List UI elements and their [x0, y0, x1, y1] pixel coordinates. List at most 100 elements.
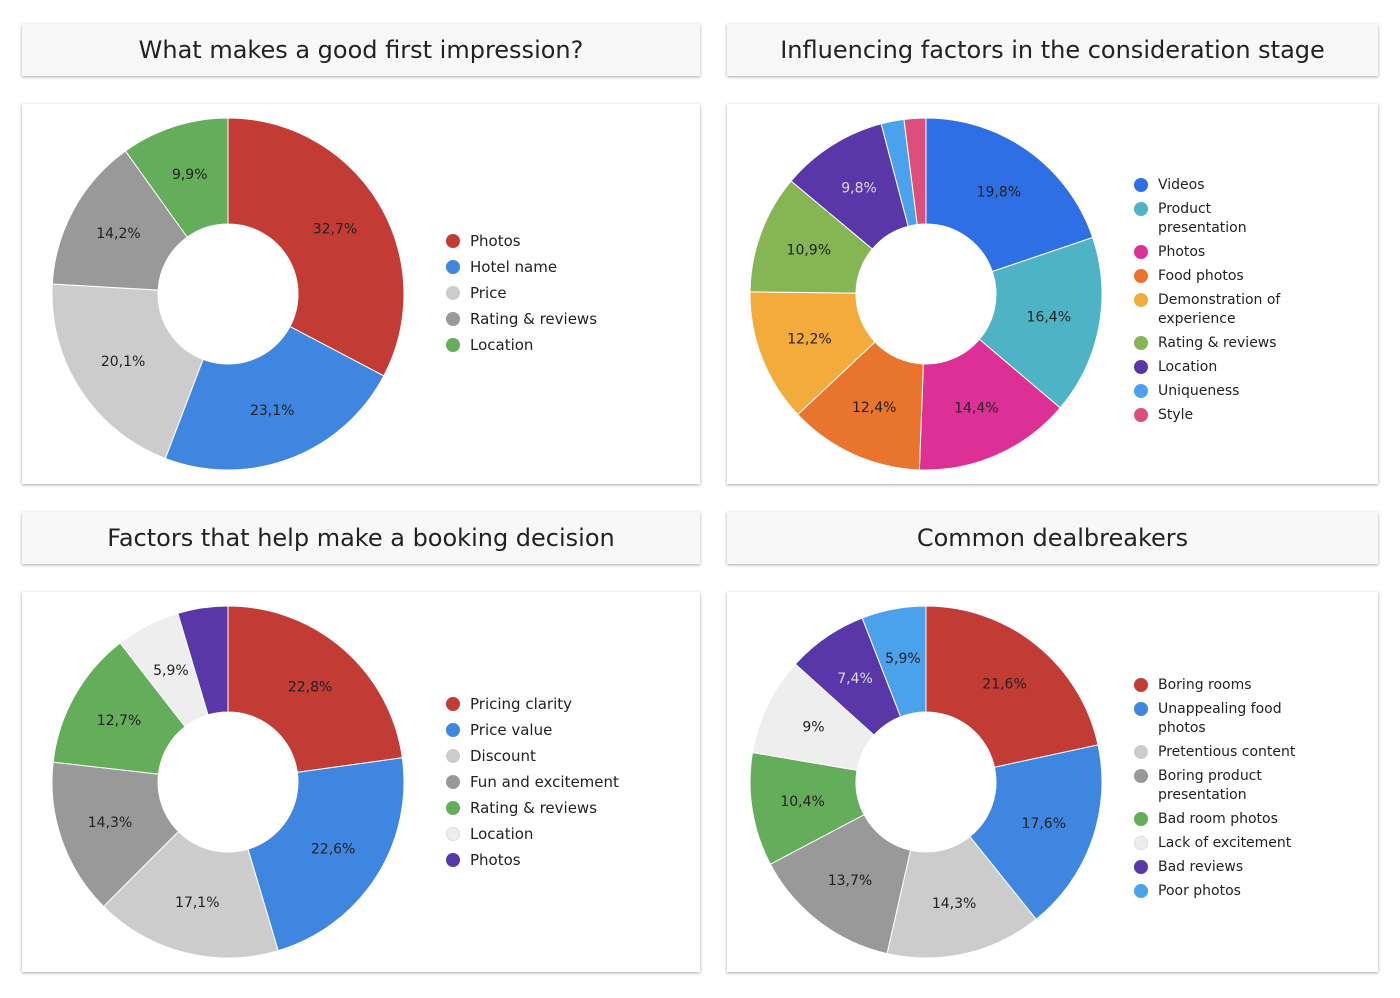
chart-3-legend-item-3: Discount [446, 747, 619, 766]
legend-label: Uniqueness [1158, 383, 1240, 399]
chart-3-legend-item-4: Fun and excitement [446, 773, 619, 792]
legend-label: Rating & reviews [470, 310, 598, 328]
chart-4-legend-item-5: Bad room photos [1134, 810, 1298, 829]
legend-swatch-icon [446, 827, 460, 841]
chart-2-legend: Videos Product presentation Photos Food pho… [1134, 176, 1298, 430]
legend-label: Boring rooms [1158, 677, 1252, 693]
legend-label: Unappealing food photos [1158, 701, 1282, 736]
chart-3-legend-item-5: Rating & reviews [446, 799, 619, 818]
legend-swatch-icon [446, 234, 460, 248]
chart-4-slice-2 [969, 744, 1103, 920]
legend-swatch-icon [446, 775, 460, 789]
legend-swatch-icon [1134, 360, 1148, 374]
chart-2-slice-label-4: 12,4% [852, 400, 896, 416]
legend-swatch-icon [1134, 336, 1148, 350]
chart-3-slice-label-2: 22,6% [311, 842, 355, 858]
legend-label: Rating & reviews [1158, 335, 1277, 351]
chart-4-slice-4 [769, 814, 912, 955]
legend-label: Demonstration of experience [1158, 292, 1281, 327]
chart-4-donut: 21,6% 17,6% 14,3% 13,7% 10,4% 9% 7,4% 5,9% [749, 605, 1103, 959]
chart-2-slice-3 [918, 338, 1061, 471]
chart-3-slice-4 [51, 761, 180, 908]
legend-swatch-icon [446, 338, 460, 352]
chart-1-slice-label-3: 20,1% [101, 354, 145, 370]
chart-2-legend-item-6: Rating & reviews [1134, 334, 1298, 353]
chart-3-slice-label-1: 22,8% [288, 680, 332, 696]
legend-label: Rating & reviews [470, 799, 598, 817]
legend-label: Product presentation [1158, 201, 1247, 236]
chart-3-legend-item-7: Photos [446, 851, 619, 870]
chart-2-slice-label-7: 9,8% [841, 180, 877, 196]
chart-2-legend-item-8: Uniqueness [1134, 382, 1298, 401]
legend-label: Price value [470, 721, 553, 739]
chart-1-legend-item-3: Price [446, 284, 597, 303]
chart-2-legend-item-1: Videos [1134, 176, 1298, 195]
chart-3-title: Factors that help make a booking decisio… [22, 512, 700, 564]
legend-label: Pricing clarity [470, 695, 573, 713]
chart-4-slice-label-4: 13,7% [828, 873, 872, 889]
chart-3-legend-item-6: Location [446, 825, 619, 844]
legend-label: Style [1158, 407, 1194, 423]
chart-1-slice-label-2: 23,1% [250, 403, 294, 419]
chart-4-legend-item-6: Lack of excitement [1134, 834, 1298, 853]
chart-2-legend-item-2: Product presentation [1134, 200, 1298, 238]
legend-label: Pretentious content [1158, 744, 1296, 760]
chart-1-slice-3 [51, 283, 204, 460]
chart-4-legend-item-3: Pretentious content [1134, 743, 1298, 762]
chart-1-legend-item-4: Rating & reviews [446, 310, 597, 329]
chart-1-slice-5 [124, 117, 229, 238]
legend-swatch-icon [1134, 702, 1148, 716]
legend-swatch-icon [1134, 269, 1148, 283]
chart-4-slice-label-5: 10,4% [780, 794, 824, 810]
legend-swatch-icon [1134, 178, 1148, 192]
chart-4-slice-8 [861, 605, 927, 718]
legend-label: Location [470, 825, 534, 843]
chart-3-slice-1 [227, 605, 403, 773]
chart-2-slice-1 [925, 117, 1094, 273]
legend-label: Bad room photos [1158, 811, 1278, 827]
chart-3-slice-7 [177, 605, 229, 716]
legend-swatch-icon [1134, 812, 1148, 826]
chart-4-slice-label-8: 5,9% [885, 651, 921, 667]
legend-label: Bad reviews [1158, 859, 1244, 875]
legend-swatch-icon [1134, 884, 1148, 898]
chart-1-legend-item-1: Photos [446, 232, 597, 251]
legend-swatch-icon [446, 723, 460, 737]
legend-swatch-icon [1134, 836, 1148, 850]
legend-swatch-icon [446, 260, 460, 274]
chart-3-slice-label-3: 17,1% [175, 895, 219, 911]
legend-label: Location [1158, 359, 1218, 375]
chart-2-slice-label-6: 10,9% [787, 243, 831, 259]
legend-swatch-icon [1134, 408, 1148, 422]
legend-label: Videos [1158, 177, 1205, 193]
chart-2-legend-item-5: Demonstration of experience [1134, 291, 1298, 329]
chart-4-legend-item-2: Unappealing food photos [1134, 700, 1298, 738]
chart-1-slice-4 [51, 150, 188, 291]
legend-swatch-icon [446, 697, 460, 711]
chart-2-legend-item-7: Location [1134, 358, 1298, 377]
chart-1-legend-item-2: Hotel name [446, 258, 597, 277]
legend-label: Fun and excitement [470, 773, 619, 791]
chart-1-slice-1 [227, 117, 405, 377]
legend-label: Discount [470, 747, 536, 765]
chart-2-panel: 19,8% 16,4% 14,4% 12,4% 12,2% 10,9% 9,8% Video… [727, 104, 1378, 484]
chart-3-legend-item-1: Pricing clarity [446, 695, 619, 714]
legend-label: Location [470, 336, 534, 354]
chart-2-slice-label-5: 12,2% [787, 331, 831, 347]
chart-4-legend-item-4: Boring product presentation [1134, 767, 1298, 805]
legend-swatch-icon [446, 286, 460, 300]
legend-swatch-icon [446, 853, 460, 867]
chart-4-slice-1 [925, 605, 1099, 768]
legend-swatch-icon [1134, 384, 1148, 398]
chart-3-slice-label-6: 5,9% [153, 663, 189, 679]
chart-1-title: What makes a good first impression? [22, 24, 700, 76]
chart-1-slice-label-5: 9,9% [172, 167, 208, 183]
chart-4-legend-item-8: Poor photos [1134, 882, 1298, 901]
chart-4-legend: Boring rooms Unappealing food photos Prete… [1134, 676, 1298, 906]
legend-label: Hotel name [470, 258, 558, 276]
chart-2-title: Influencing factors in the consideration… [727, 24, 1378, 76]
legend-label: Photos [470, 232, 521, 250]
chart-2-slice-4 [796, 341, 924, 471]
chart-4-slice-label-7: 7,4% [837, 671, 873, 687]
chart-3-slice-label-5: 12,7% [97, 713, 141, 729]
